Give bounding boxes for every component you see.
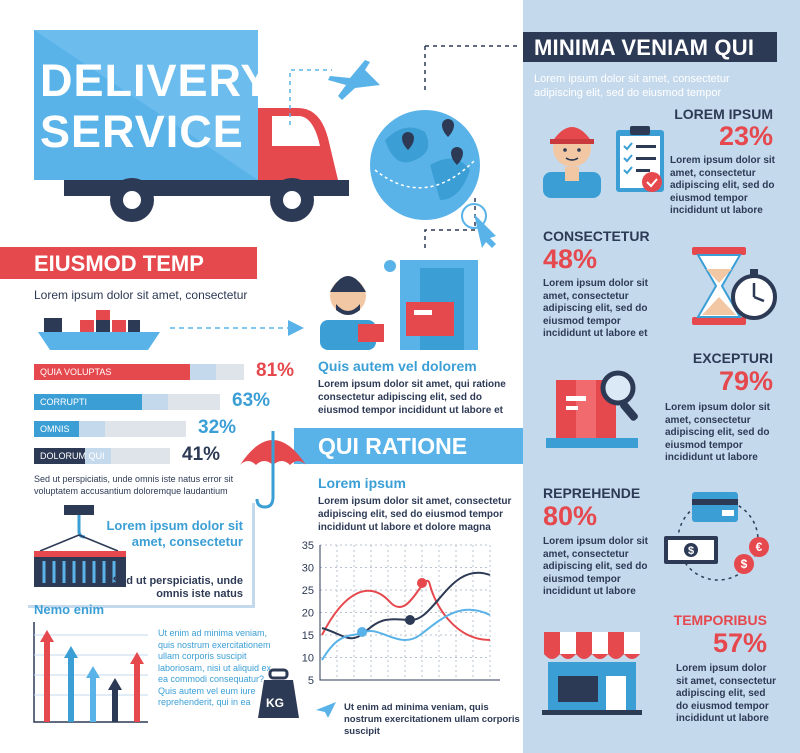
bar-segment — [79, 421, 105, 437]
y-tick-label: 35 — [302, 540, 314, 552]
right-block-3-heading: EXCEPTURI — [692, 350, 773, 366]
svg-text:$: $ — [688, 545, 694, 557]
series-point — [405, 615, 415, 625]
hourglass-stopwatch-icon — [692, 247, 777, 325]
svg-text:$: $ — [741, 557, 748, 571]
cargo-ship-icon — [38, 310, 304, 350]
bar-track: CORRUPTI — [34, 394, 220, 410]
box-text: Sed ut perspiciatis, unde omnis iste nat… — [112, 575, 243, 600]
bar-fill — [34, 448, 85, 464]
right-block-5-text: Lorem ipsum dolor sit amet, consectetur … — [676, 663, 777, 724]
delivery-truck-illustration — [34, 30, 349, 222]
nemo-text: Ut enim ad minima veniam, quis nostrum e… — [158, 628, 272, 707]
right-intro: Lorem ipsum dolor sit amet, consectetur … — [534, 73, 730, 99]
right-title: MINIMA VENIAM QUI — [534, 35, 755, 60]
quis-text: Lorem ipsum dolor sit amet, qui ratione … — [318, 379, 506, 416]
y-tick-label: 5 — [308, 675, 314, 687]
right-block-4-text: Lorem ipsum dolor sit amet, consectetur … — [543, 536, 649, 597]
nemo-title: Nemo enim — [34, 602, 105, 617]
bar-percent: 41% — [182, 444, 221, 465]
right-title-bar — [523, 32, 777, 62]
right-block-3-text: Lorem ipsum dolor sit amet, consectetur … — [665, 402, 771, 463]
eiusmod-header-bar — [0, 247, 257, 279]
courier-door-illustration — [320, 260, 478, 350]
right-block-5-percent: 57% — [712, 628, 767, 658]
eiusmod-heading: EIUSMOD TEMP — [34, 251, 204, 276]
hero-title-line2: SERVICE — [40, 106, 244, 157]
hero-title-line1: DELIVERY — [40, 55, 272, 106]
eiusmod-subtitle: Lorem ipsum dolor sit amet, consectetur — [34, 288, 248, 302]
store-icon — [542, 632, 642, 715]
bar-segment — [190, 364, 216, 380]
y-tick-label: 20 — [302, 608, 314, 620]
bar-segment — [142, 394, 168, 410]
growth-arrows-chart — [33, 622, 148, 723]
bar-track: OMNIS — [34, 421, 186, 437]
right-block-4-heading: REPREHENDE — [543, 485, 641, 501]
right-block-1-heading: LOREM IPSUM — [674, 106, 773, 122]
right-block-1-text: Lorem ipsum dolor sit amet, consectetur … — [670, 155, 776, 216]
right-panel — [523, 0, 800, 753]
right-block-2-percent: 48% — [543, 244, 598, 274]
bar-label: CORRUPTI — [40, 397, 87, 407]
right-block-2-text: Lorem ipsum dolor sit amet, consectetur … — [543, 278, 649, 339]
y-tick-label: 15 — [302, 630, 314, 642]
globe-airplane-illustration — [289, 45, 520, 250]
bar-fill — [34, 421, 79, 437]
package-search-icon — [546, 370, 638, 448]
quis-title: Quis autem vel dolorem — [318, 358, 477, 374]
series-point — [357, 627, 367, 637]
bar-fill — [34, 394, 142, 410]
right-block-2-heading: CONSECTETUR — [543, 228, 650, 244]
qui-ratione-heading: QUI RATIONE — [318, 433, 468, 459]
box-title: Lorem ipsum dolor sit amet, consectetur — [106, 518, 243, 549]
kg-weight-icon — [258, 668, 299, 718]
paper-plane-icon — [316, 702, 336, 718]
svg-text:€: € — [756, 540, 763, 554]
lorem-title: Lorem ipsum — [318, 475, 406, 491]
line-chart: 35 30 25 20 15 10 5 — [302, 540, 500, 687]
bars-note: Sed ut perspiciatis, unde omnis iste nat… — [34, 474, 234, 496]
courier-checklist-illustration — [543, 126, 664, 198]
bar-track: QUIA VOLUPTAS — [34, 364, 244, 380]
right-block-3-percent: 79% — [718, 366, 773, 396]
lorem-text: Lorem ipsum dolor sit amet, consectetur … — [318, 496, 512, 533]
right-block-1-percent: 23% — [718, 121, 773, 151]
umbrella-icon — [240, 431, 306, 509]
info-box-border — [28, 503, 255, 608]
y-tick-label: 30 — [302, 563, 314, 575]
series-line — [321, 579, 491, 641]
bar-fill — [34, 364, 190, 380]
bar-percent: 32% — [198, 417, 237, 438]
right-block-4-percent: 80% — [543, 501, 598, 531]
chart-axis — [319, 545, 500, 681]
qui-ratione-ribbon — [294, 428, 523, 464]
chart-bottom-text: Ut enim ad minima veniam, quis nostrum e… — [344, 702, 520, 737]
bar-label: DOLORUM QUI — [40, 451, 105, 461]
kg-label: KG — [266, 696, 284, 710]
crane-container-icon — [34, 505, 126, 587]
bar-percent: 63% — [232, 390, 271, 411]
payment-money-icon: $ € $ — [664, 492, 769, 581]
bar-segment — [85, 448, 111, 464]
bar-label: QUIA VOLUPTAS — [40, 367, 112, 377]
y-tick-label: 10 — [302, 653, 314, 665]
bar-label: OMNIS — [40, 424, 70, 434]
series-line — [321, 608, 491, 661]
right-block-5-heading: TEMPORIBUS — [673, 612, 767, 628]
y-tick-label: 25 — [302, 585, 314, 597]
series-point — [417, 578, 427, 588]
bar-track: DOLORUM QUI — [34, 448, 170, 464]
bar-percent: 81% — [256, 360, 295, 381]
series-line — [321, 571, 491, 640]
